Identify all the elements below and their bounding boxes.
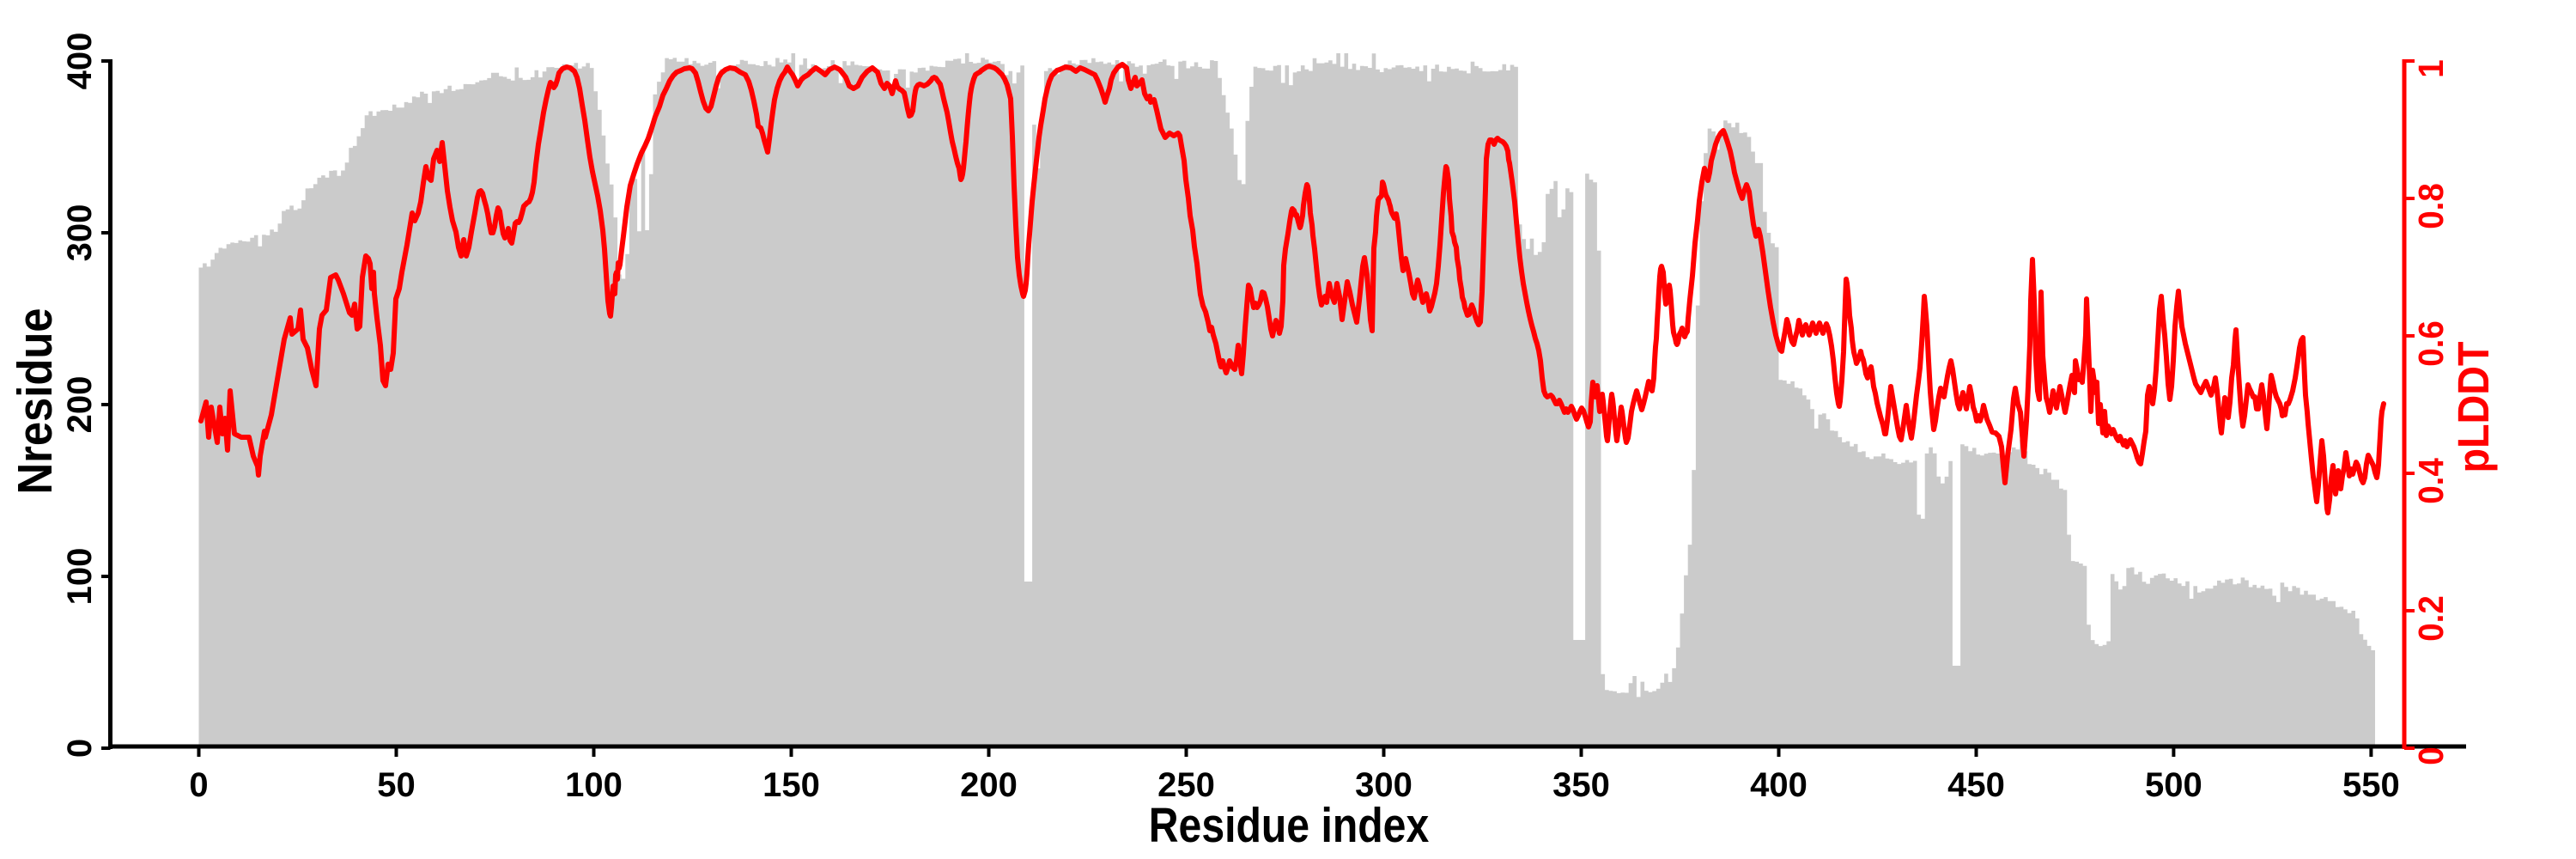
- svg-text:100: 100: [565, 766, 623, 804]
- svg-text:1: 1: [2412, 59, 2451, 77]
- svg-text:Nresidue: Nresidue: [8, 308, 62, 494]
- svg-text:300: 300: [1355, 766, 1413, 804]
- svg-text:200: 200: [61, 376, 99, 434]
- svg-text:400: 400: [1750, 766, 1807, 804]
- svg-text:300: 300: [61, 204, 99, 262]
- svg-text:pLDDT: pLDDT: [2450, 341, 2498, 472]
- svg-text:50: 50: [377, 766, 416, 804]
- svg-text:0: 0: [189, 766, 208, 804]
- svg-text:0: 0: [61, 739, 99, 758]
- svg-text:350: 350: [1552, 766, 1610, 804]
- svg-text:150: 150: [762, 766, 820, 804]
- svg-text:0.4: 0.4: [2412, 458, 2451, 504]
- svg-text:0.8: 0.8: [2412, 183, 2451, 229]
- svg-text:250: 250: [1157, 766, 1215, 804]
- svg-text:400: 400: [61, 33, 99, 90]
- svg-text:200: 200: [960, 766, 1018, 804]
- svg-text:0: 0: [2412, 746, 2451, 765]
- svg-text:100: 100: [61, 548, 99, 606]
- svg-text:450: 450: [1947, 766, 2005, 804]
- svg-text:Residue index: Residue index: [1149, 798, 1429, 853]
- svg-text:500: 500: [2145, 766, 2202, 804]
- svg-text:550: 550: [2342, 766, 2400, 804]
- svg-text:0.6: 0.6: [2412, 320, 2451, 367]
- svg-text:0.2: 0.2: [2412, 595, 2451, 642]
